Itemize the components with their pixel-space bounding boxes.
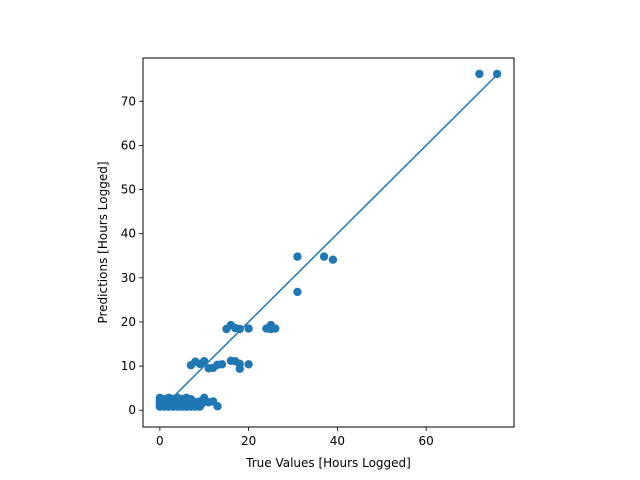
data-point: [475, 69, 484, 79]
x-tick-label: 0: [156, 434, 164, 448]
x-axis-label: True Values [Hours Logged]: [245, 456, 411, 470]
y-axis-ticks: 0 10 20 30 40 50 60 70: [121, 94, 143, 417]
data-point: [235, 364, 244, 373]
data-point: [328, 255, 338, 264]
y-tick-label: 30: [121, 271, 136, 285]
plot-frame: [142, 57, 515, 428]
reference-line: [159, 74, 498, 411]
data-point: [217, 360, 227, 369]
points-layer: [155, 69, 502, 411]
data-point: [200, 357, 209, 366]
y-tick-label: 20: [121, 315, 136, 329]
data-point: [213, 402, 222, 411]
y-tick-label: 60: [121, 138, 136, 152]
data-point: [492, 69, 502, 79]
y-tick-label: 0: [128, 403, 136, 417]
y-tick-label: 70: [121, 94, 136, 108]
x-tick-label: 40: [330, 434, 345, 448]
data-point: [271, 324, 280, 333]
x-axis-ticks: 0 20 40 60: [156, 427, 434, 448]
data-point: [293, 252, 302, 261]
data-point: [293, 287, 302, 297]
data-point: [244, 324, 253, 333]
x-tick-label: 60: [418, 434, 433, 448]
reference-line-layer: [159, 74, 498, 411]
y-tick-label: 50: [121, 183, 136, 197]
data-point: [319, 252, 329, 261]
y-axis-label: Predictions [Hours Logged]: [96, 161, 110, 323]
x-tick-label: 20: [241, 434, 256, 448]
data-point: [235, 324, 244, 334]
y-tick-label: 10: [121, 359, 136, 373]
y-tick-label: 40: [121, 227, 136, 241]
data-point: [244, 360, 253, 369]
